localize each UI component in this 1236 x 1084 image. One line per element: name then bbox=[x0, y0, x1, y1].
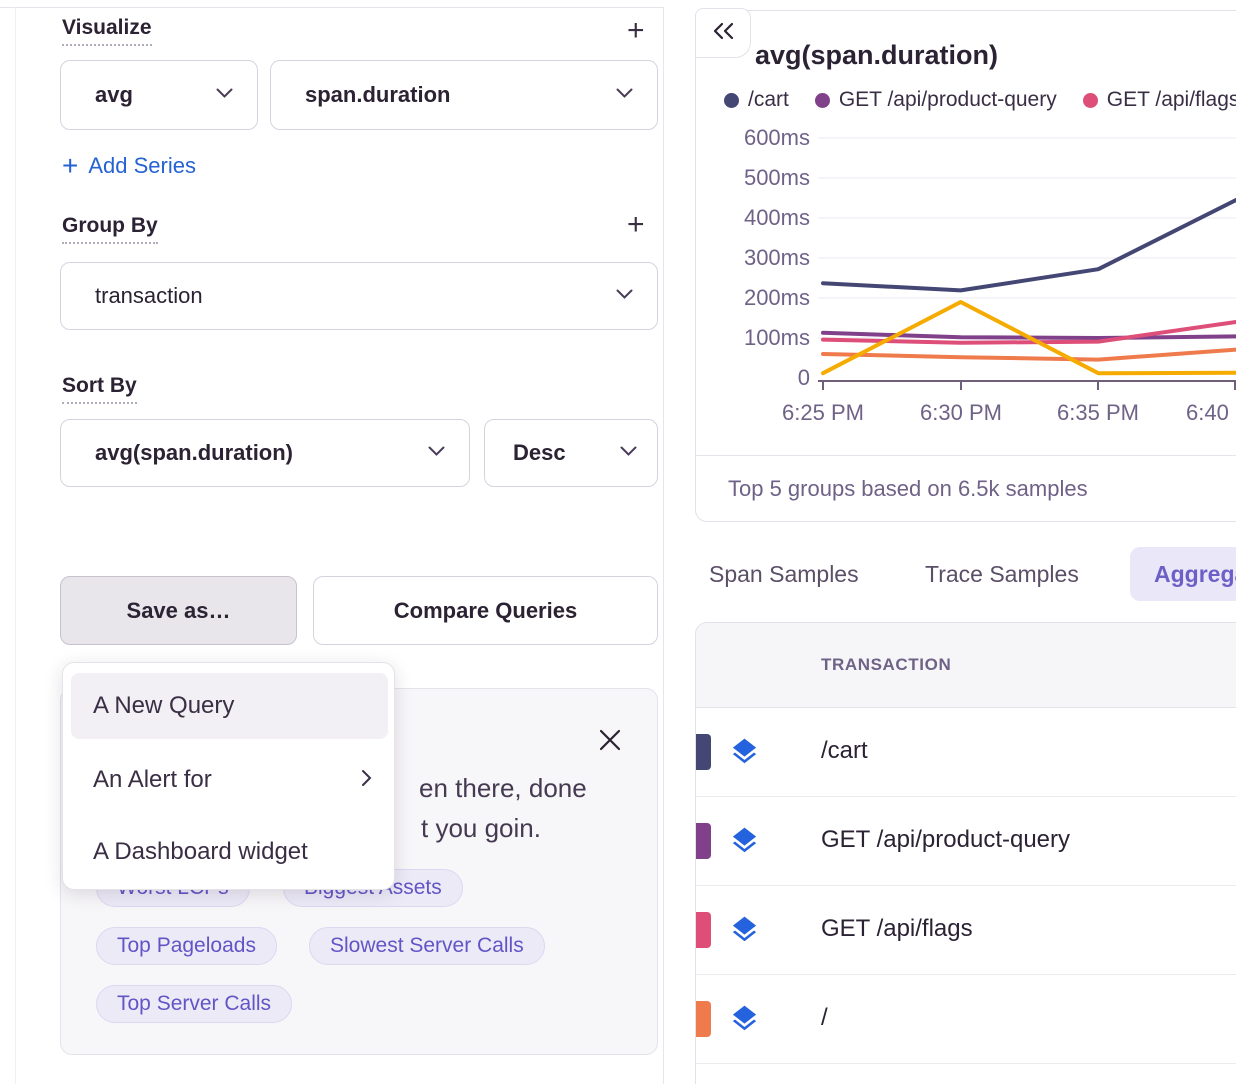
chevron-down-icon bbox=[616, 287, 633, 305]
layers-icon bbox=[729, 736, 760, 772]
add-group-by-button[interactable]: + bbox=[627, 208, 645, 241]
menu-item-new-query[interactable]: A New Query bbox=[71, 673, 388, 739]
collapse-icon bbox=[711, 21, 735, 46]
transaction-name: / bbox=[821, 1004, 828, 1031]
group-by-select[interactable]: transaction bbox=[60, 262, 658, 330]
y-tick-label: 400ms bbox=[743, 205, 810, 230]
add-series-button[interactable]: + Add Series bbox=[62, 150, 196, 181]
table-row[interactable]: GET /api/product-query bbox=[696, 797, 1236, 886]
transaction-name: GET /api/flags bbox=[821, 915, 973, 942]
chart-footer-divider bbox=[696, 455, 1236, 456]
y-tick-label: 200ms bbox=[743, 285, 810, 310]
gridline bbox=[818, 217, 1236, 219]
legend-item[interactable]: /cart bbox=[724, 88, 789, 112]
tab-trace-samples[interactable]: Trace Samples bbox=[925, 561, 1079, 587]
gridline bbox=[818, 257, 1236, 259]
layers-icon bbox=[729, 914, 760, 950]
transaction-name: GET /api/product-query bbox=[821, 826, 1071, 853]
y-tick-label: 600ms bbox=[743, 125, 810, 150]
table-row[interactable]: / bbox=[696, 975, 1236, 1064]
close-icon[interactable] bbox=[596, 726, 624, 759]
suggested-message-line2: t you goin. bbox=[421, 813, 541, 843]
sort-by-heading: Sort By bbox=[62, 374, 137, 404]
x-tick-label: 6:25 PM bbox=[782, 400, 864, 425]
sort-field-select[interactable]: avg(span.duration) bbox=[60, 419, 470, 487]
series-dot-icon bbox=[814, 92, 830, 108]
save-as-menu: A New Query An Alert for A Dashboard wid… bbox=[62, 662, 395, 890]
layers-icon bbox=[729, 825, 760, 861]
chevron-down-icon bbox=[620, 444, 637, 462]
series-color-bar bbox=[696, 823, 711, 859]
legend-item[interactable]: GET /api/flags bbox=[1082, 88, 1236, 112]
chart-title: avg(span.duration) bbox=[755, 40, 999, 70]
x-axis-tick bbox=[1234, 382, 1236, 390]
suggested-chip[interactable]: Top Server Calls bbox=[96, 985, 293, 1023]
chevron-down-icon bbox=[616, 86, 633, 104]
x-tick-label: 6:35 PM bbox=[1057, 400, 1139, 425]
table-header-row: TRANSACTION bbox=[696, 623, 1236, 708]
line-chart-plot[interactable] bbox=[818, 130, 1236, 382]
aggregates-table: TRANSACTION /cart GET /api/product-query… bbox=[695, 622, 1236, 1084]
suggested-chip[interactable]: Slowest Server Calls bbox=[309, 927, 545, 965]
series-color-bar bbox=[696, 912, 711, 948]
compare-queries-button[interactable]: Compare Queries bbox=[313, 576, 658, 645]
suggested-chip[interactable]: Top Pageloads bbox=[96, 927, 277, 965]
legend-item[interactable]: GET /api/product-query bbox=[814, 88, 1057, 112]
drawer-top-border bbox=[0, 7, 664, 8]
menu-item-dashboard-widget[interactable]: A Dashboard widget bbox=[93, 838, 308, 865]
y-tick-label: 500ms bbox=[743, 165, 810, 190]
gridline bbox=[818, 137, 1236, 139]
field-select[interactable]: span.duration bbox=[270, 60, 658, 130]
suggested-message-line1: en there, done bbox=[419, 773, 587, 803]
add-visualize-button[interactable]: + bbox=[627, 14, 645, 47]
table-row[interactable]: GET /api/flags bbox=[696, 886, 1236, 975]
chart-card bbox=[695, 10, 1236, 522]
column-header-transaction[interactable]: TRANSACTION bbox=[821, 655, 952, 674]
x-axis-tick bbox=[822, 382, 824, 390]
series-color-bar bbox=[696, 734, 711, 770]
gridline bbox=[818, 297, 1236, 299]
transaction-name: /cart bbox=[821, 737, 868, 764]
x-axis-line bbox=[818, 380, 1236, 382]
x-axis-tick bbox=[1097, 382, 1099, 390]
sort-direction-select[interactable]: Desc bbox=[484, 419, 658, 487]
x-tick-label: 6:40 PM bbox=[1186, 400, 1236, 425]
layers-icon bbox=[729, 1003, 760, 1039]
group-by-heading: Group By bbox=[62, 214, 158, 244]
submenu-chevron-icon bbox=[361, 766, 372, 794]
y-tick-label: 0 bbox=[797, 365, 810, 390]
tab-aggregates[interactable]: Aggregates bbox=[1130, 547, 1236, 601]
series-dot-icon bbox=[1082, 92, 1098, 108]
chevron-down-icon bbox=[216, 86, 233, 104]
x-axis-tick bbox=[960, 382, 962, 390]
save-as-button[interactable]: Save as… bbox=[60, 576, 297, 645]
plus-icon: + bbox=[62, 150, 79, 181]
x-tick-label: 6:30 PM bbox=[920, 400, 1002, 425]
tab-span-samples[interactable]: Span Samples bbox=[709, 561, 859, 587]
table-row[interactable]: /cart bbox=[696, 708, 1236, 797]
aggregate-select[interactable]: avg bbox=[60, 60, 258, 130]
y-tick-label: 300ms bbox=[743, 245, 810, 270]
drawer-right-border bbox=[663, 7, 664, 1084]
series-color-bar bbox=[696, 1001, 711, 1037]
chevron-down-icon bbox=[428, 444, 445, 462]
collapse-panel-button[interactable] bbox=[695, 8, 751, 58]
menu-item-alert[interactable]: An Alert for bbox=[71, 747, 388, 813]
chart-legend: /cart GET /api/product-query GET /api/fl… bbox=[724, 88, 1236, 112]
gridline bbox=[818, 177, 1236, 179]
visualize-heading: Visualize bbox=[62, 16, 152, 46]
series-dot-icon bbox=[724, 92, 739, 108]
drawer-left-border bbox=[15, 7, 16, 1084]
chart-footer-text: Top 5 groups based on 6.5k samples bbox=[728, 476, 1088, 501]
y-tick-label: 100ms bbox=[743, 325, 810, 350]
